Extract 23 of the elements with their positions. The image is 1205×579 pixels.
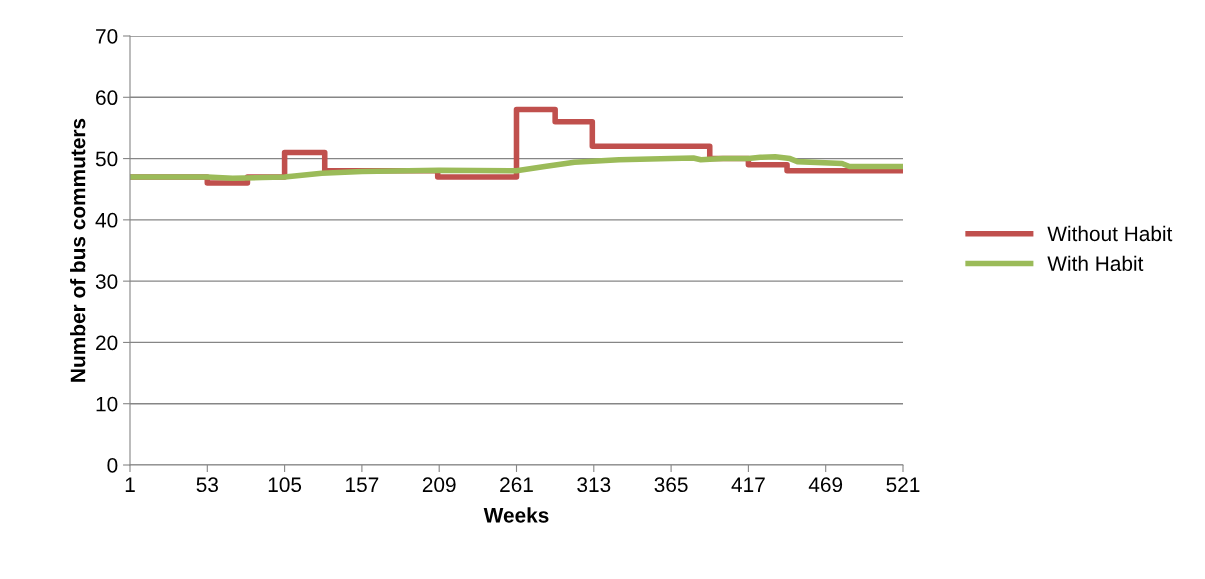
x-tick-label: 157: [346, 477, 379, 493]
x-tick-label: 53: [196, 477, 218, 493]
y-tick-label: 50: [95, 151, 118, 167]
y-tick-label: 0: [107, 458, 118, 473]
x-tick-label: 1: [125, 477, 135, 492]
x-tick-label: 521: [886, 477, 920, 493]
x-tick-label: 417: [731, 477, 765, 492]
y-axis-title: Number of bus commuters: [70, 118, 86, 382]
x-tick-label: 261: [500, 477, 533, 493]
x-tick-label: 105: [268, 477, 302, 493]
y-tick-label: 10: [96, 396, 118, 412]
y-tick-label: 20: [96, 335, 118, 351]
x-tick-label: 209: [422, 477, 456, 493]
y-tick-label: 30: [95, 274, 118, 289]
x-tick-label: 365: [654, 477, 688, 493]
y-tick-label: 60: [96, 90, 118, 106]
x-tick-label: 313: [577, 477, 611, 493]
x-tick-label: 469: [808, 477, 843, 493]
x-axis-title: Weeks: [483, 507, 549, 523]
y-tick-label: 40: [95, 212, 118, 228]
legend-label: Without Habit: [1047, 225, 1173, 242]
y-tick-label: 70: [96, 29, 118, 44]
legend-label: With Habit: [1047, 255, 1144, 272]
